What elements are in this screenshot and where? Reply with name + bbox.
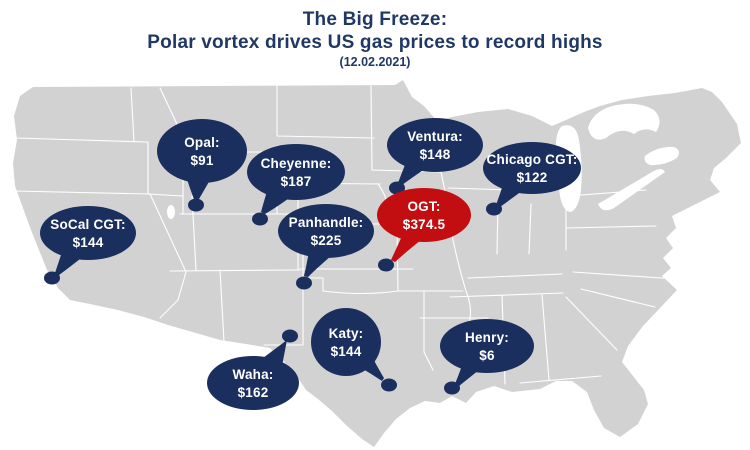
hub-name-label: Katy: <box>329 326 364 341</box>
title-line-2: Polar vortex drives US gas prices to rec… <box>147 32 603 54</box>
location-dot <box>44 271 60 285</box>
price-bubble-cheyenne: Cheyenne: $187 <box>247 144 345 226</box>
hub-name-label: OGT: <box>407 199 440 214</box>
us-outline <box>13 80 741 447</box>
location-dot <box>188 198 204 212</box>
hub-name-label: SoCal CGT: <box>50 217 126 232</box>
hub-name-label: Opal: <box>184 135 220 150</box>
hub-price-label: $122 <box>517 170 548 185</box>
great-salt-lake <box>167 205 175 219</box>
price-bubble-katy: Katy: $144 <box>311 308 397 392</box>
location-dot <box>296 276 312 290</box>
location-dot <box>444 381 460 395</box>
price-bubble-henry: Henry: $6 <box>440 319 534 395</box>
location-dot <box>381 378 397 392</box>
location-dot <box>378 258 394 272</box>
hub-price-label: $144 <box>331 344 362 359</box>
hub-price-label: $374.5 <box>403 217 446 232</box>
bubble-body <box>278 204 374 258</box>
hub-price-label: $162 <box>238 385 269 400</box>
location-dot <box>389 181 405 195</box>
location-dot <box>252 212 268 226</box>
price-bubble-ventura: Ventura: $148 <box>387 118 483 195</box>
bubble-body <box>157 119 247 183</box>
hub-price-label: $91 <box>190 153 213 168</box>
bubble-body <box>311 308 381 376</box>
bubble-body <box>387 118 483 172</box>
bubble-body <box>40 206 136 260</box>
hub-price-label: $6 <box>479 348 495 363</box>
bubble-body <box>483 142 581 194</box>
great-lakes <box>167 78 679 219</box>
us-silhouette <box>13 80 741 447</box>
hub-name-label: Ventura: <box>407 129 463 144</box>
location-dot <box>282 329 298 343</box>
price-bubble-panhandle: Panhandle: $225 <box>278 204 374 290</box>
hub-name-label: Waha: <box>233 367 274 382</box>
price-bubble-chicago-cgt: Chicago CGT: $122 <box>483 142 581 216</box>
hub-price-label: $187 <box>281 174 312 189</box>
bubble-body <box>207 356 299 410</box>
hub-name-label: Henry: <box>465 330 509 345</box>
location-dot <box>486 202 502 216</box>
hub-price-label: $148 <box>420 147 451 162</box>
title-block: The Big Freeze: Polar vortex drives US g… <box>0 8 750 71</box>
bubble-body <box>247 144 345 200</box>
lake-ontario <box>644 146 679 166</box>
title-date: (12.02.2021) <box>339 55 411 70</box>
title-line-1: The Big Freeze: <box>302 9 448 30</box>
hub-name-label: Cheyenne: <box>261 156 332 171</box>
price-bubble-opal: Opal: $91 <box>157 119 247 212</box>
price-bubble-socal-cgt: SoCal CGT: $144 <box>40 206 136 285</box>
lake-superior <box>400 78 612 118</box>
bubble-body <box>377 188 471 242</box>
price-bubble-waha: Waha: $162 <box>207 329 299 410</box>
hub-price-label: $225 <box>311 233 342 248</box>
bubble-body <box>440 319 534 373</box>
hub-name-label: Panhandle: <box>289 215 364 230</box>
hub-name-label: Chicago CGT: <box>487 152 578 167</box>
price-bubble-ogt: OGT: $374.5 <box>377 188 471 272</box>
hub-price-label: $144 <box>73 235 104 250</box>
lake-erie <box>598 169 665 211</box>
lake-huron <box>588 103 660 140</box>
